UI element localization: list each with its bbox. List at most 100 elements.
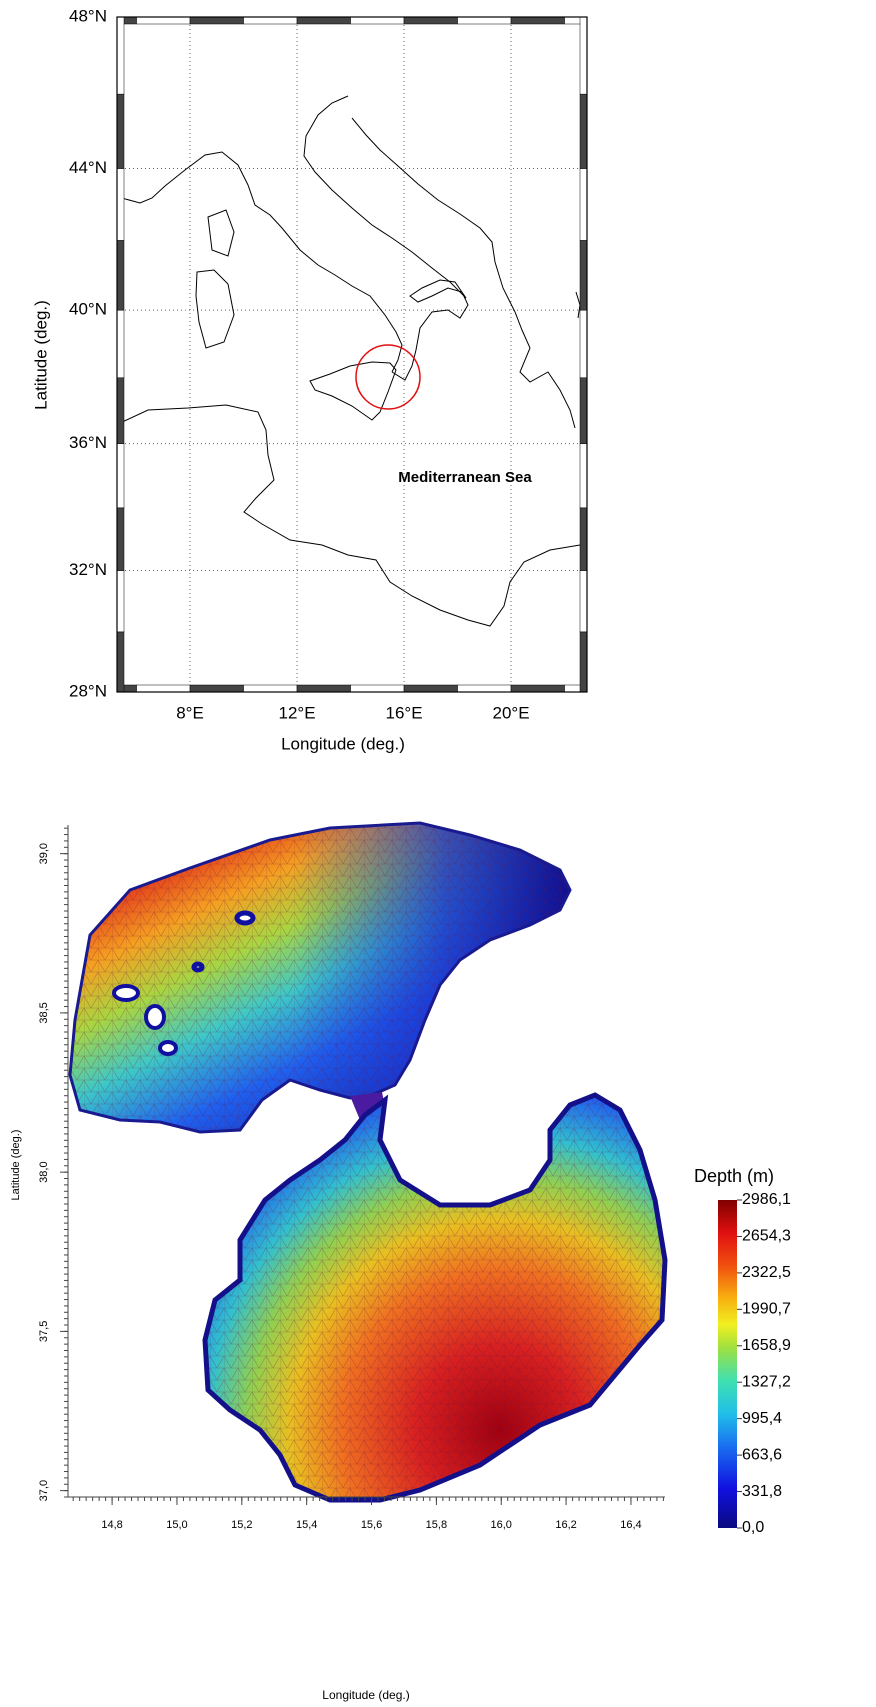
frame-segment [579,240,588,311]
coastlines [117,95,581,627]
island [112,984,140,1002]
y-tick-label: 48°N [69,6,107,25]
frame-segment [243,16,298,25]
x-tick-label: 15,4 [296,1519,317,1531]
top-map: Mediterranean Sea Longitude (deg.) Latit… [31,16,588,753]
y-tick-label: 39,0 [38,843,50,864]
x-tick-label: 16,4 [620,1519,641,1531]
x-tick-label: 16°E [386,703,423,722]
frame-segment [403,16,458,25]
frame-segment [579,168,588,241]
frame-segment [116,16,125,95]
bathymetry-map: 14,8 15,0 15,2 15,4 15,6 15,8 16,0 16,2 16,4 37,0… [10,821,791,1702]
island [158,1040,178,1056]
frame-segment [350,16,405,25]
frame-segment [457,684,512,693]
frame-segment [116,168,125,241]
x-tick-label: 12°E [279,703,316,722]
frame-segment [579,570,588,633]
frame-segment [510,684,565,693]
coastline [303,95,467,299]
map-background [117,17,587,692]
island [234,910,256,926]
island [191,961,205,973]
coastline [195,269,235,349]
island [144,1004,166,1030]
y-tick-label: 28°N [69,681,107,700]
frame-segment [116,93,125,169]
x-axis-title: Longitude (deg.) [322,1688,409,1702]
frame-segment [116,570,125,633]
frame-segment [579,309,588,379]
frame-segment [579,443,588,509]
x-tick-label: 20°E [493,703,530,722]
frame-segment [579,377,588,444]
coastline [117,404,581,627]
y-tick-label: 32°N [69,560,107,579]
colorbar-label: 663,6 [742,1446,782,1463]
y-tick-label: 37,0 [38,1480,50,1501]
colorbar-title: Depth (m) [694,1166,774,1186]
grid [117,16,587,693]
x-axis-title: Longitude (deg.) [281,734,405,753]
colorbar-label: 1658,9 [742,1337,791,1354]
highlight-circle [355,344,421,410]
frame-segment [457,16,512,25]
colorbar-label: 2986,1 [742,1191,791,1208]
y-axis-title: Latitude (deg.) [31,300,50,410]
y-tick-label: 37,5 [38,1321,50,1342]
mesh-lines [68,821,572,1134]
frame-segment [579,507,588,571]
frame-segment [116,377,125,444]
frame-segment [579,93,588,169]
colorbar-label: 2654,3 [742,1228,791,1245]
x-tick-label: 16,0 [491,1519,512,1531]
frame-segment [243,684,298,693]
x-tick-label: 14,8 [101,1519,122,1531]
y-tick-label: 36°N [69,433,107,452]
frame-segment [116,309,125,379]
x-tick-label: 15,0 [166,1519,187,1531]
colorbar-label: 2322,5 [742,1264,791,1281]
frame-segment [116,240,125,311]
coastline [351,117,576,429]
y-axis-title: Latitude (deg.) [10,1130,22,1201]
mesh-north [68,821,572,1134]
frame-segment [116,507,125,571]
mesh-south [202,1092,668,1503]
coastline [391,279,469,381]
x-tick-label: 16,2 [555,1519,576,1531]
frame-segment [350,684,405,693]
frame-segment [136,16,191,25]
x-tick-label: 15,6 [361,1519,382,1531]
x-tick-label: 15,2 [231,1519,252,1531]
annotation: Mediterranean Sea [398,469,532,486]
coastline [207,209,235,257]
frame-segment [510,16,565,25]
frame-segment [189,684,244,693]
frame-segment [579,631,588,693]
colorbar-label: 331,8 [742,1483,782,1500]
y-tick-label: 40°N [69,300,107,319]
frame-segment [296,684,351,693]
frame-segment [116,631,125,693]
coastline [117,151,403,373]
colorbar-label: 1327,2 [742,1373,791,1390]
axes: 14,8 15,0 15,2 15,4 15,6 15,8 16,0 16,2 16,4 37,0… [38,825,665,1531]
coastline [309,361,397,421]
colorbar-label: 995,4 [742,1410,782,1427]
colorbar [718,1200,737,1528]
y-tick-label: 44°N [69,158,107,177]
colorbar-ticks: 0,0 331,8 663,6 995,4 1327,2 1658,9 1990,7 2322… [737,1191,791,1536]
mesh-lines [202,1092,668,1503]
frame-segment [403,684,458,693]
frame-segment [296,16,351,25]
frame-border [116,16,588,693]
colorbar-label: 1990,7 [742,1301,791,1318]
frame [116,16,588,693]
frame-segment [579,16,588,95]
y-tick-label: 38,5 [38,1002,50,1023]
x-tick-label: 15,8 [426,1519,447,1531]
x-tick-label: 8°E [176,703,204,722]
